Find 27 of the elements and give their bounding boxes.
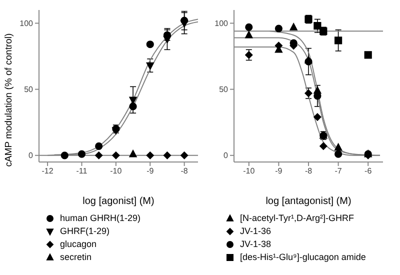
x-tick-label: -9 bbox=[275, 166, 283, 176]
legend-label: [N-acetyl-Tyr¹,D-Arg²]-GHRF bbox=[240, 212, 354, 225]
x-tick-label: -8 bbox=[180, 166, 188, 176]
y-tick-label: 0 bbox=[224, 151, 229, 160]
y-tick-label: 0 bbox=[28, 151, 34, 160]
y-tick-label: 50 bbox=[24, 85, 34, 94]
legend-label: [des-His¹-Glu⁹]-glucagon amide bbox=[240, 251, 366, 264]
x-tick-label: -12 bbox=[42, 166, 54, 176]
x-tick-label: -10 bbox=[243, 166, 256, 176]
x-axis-title: log [antagonist] (M) bbox=[266, 196, 352, 207]
y-tick-label: 100 bbox=[214, 19, 229, 28]
x-tick-label: -10 bbox=[110, 166, 122, 176]
legend-label: glucagon bbox=[60, 238, 97, 251]
legend-label: JV-1-36 bbox=[240, 225, 272, 238]
legend-label: JV-1-38 bbox=[240, 238, 272, 251]
legend-label: GHRF(1-29) bbox=[60, 225, 110, 238]
x-tick-label: -11 bbox=[76, 166, 88, 176]
x-axis-title: log [agonist] (M) bbox=[82, 196, 154, 207]
legend-label: human GHRH(1-29) bbox=[60, 212, 141, 225]
legend-label: secretin bbox=[60, 251, 92, 264]
x-tick-label: -8 bbox=[304, 166, 313, 176]
x-tick-label: -9 bbox=[146, 166, 154, 176]
y-tick-label: 100 bbox=[20, 19, 34, 28]
y-tick-label: 50 bbox=[219, 85, 229, 94]
y-axis-title: cAMP modulation (% of control) bbox=[4, 33, 14, 167]
x-tick-label: -7 bbox=[334, 166, 342, 176]
x-tick-label: -6 bbox=[364, 166, 372, 176]
